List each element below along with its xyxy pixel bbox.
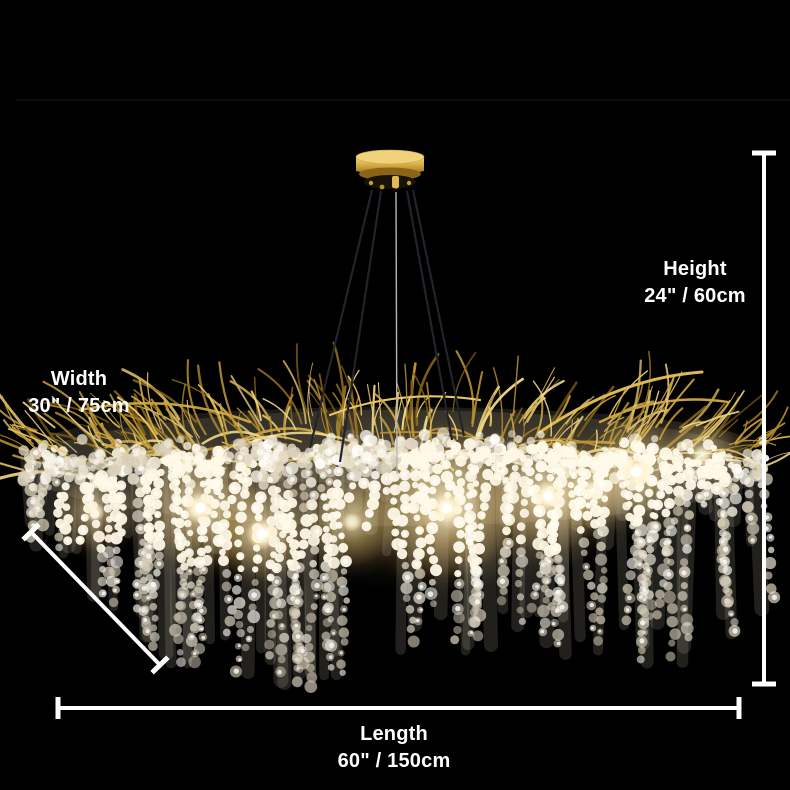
suspension-cable [411, 189, 466, 437]
length-dimension-label: Length 60" / 150cm [294, 721, 494, 775]
height-dimension-line [752, 150, 776, 687]
suspension-cable [308, 189, 374, 449]
suspension-cable [405, 190, 454, 441]
length-label: Length [360, 723, 428, 745]
suspension-cable [338, 190, 383, 463]
ceiling-canopy [355, 149, 425, 190]
width-dimension-cap-bottom [150, 655, 170, 675]
width-dimension-line [21, 522, 170, 675]
height-dimension-label: Height 24" / 60cm [595, 256, 790, 310]
dimension-annotations [21, 150, 776, 719]
width-dimension-cap-top [21, 522, 41, 542]
length-value: 60" / 150cm [337, 750, 451, 772]
width-label: Width [50, 368, 108, 390]
suspension-assembly [308, 149, 466, 475]
height-label: Height [663, 258, 727, 280]
height-value: 24" / 60cm [644, 285, 746, 307]
width-dimension-label: Width 30" / 75cm [0, 366, 158, 420]
bulb-cores-layer [85, 445, 712, 550]
width-value: 30" / 75cm [28, 395, 130, 417]
length-dimension-line [55, 697, 742, 719]
suspension-wire-center [395, 191, 398, 475]
